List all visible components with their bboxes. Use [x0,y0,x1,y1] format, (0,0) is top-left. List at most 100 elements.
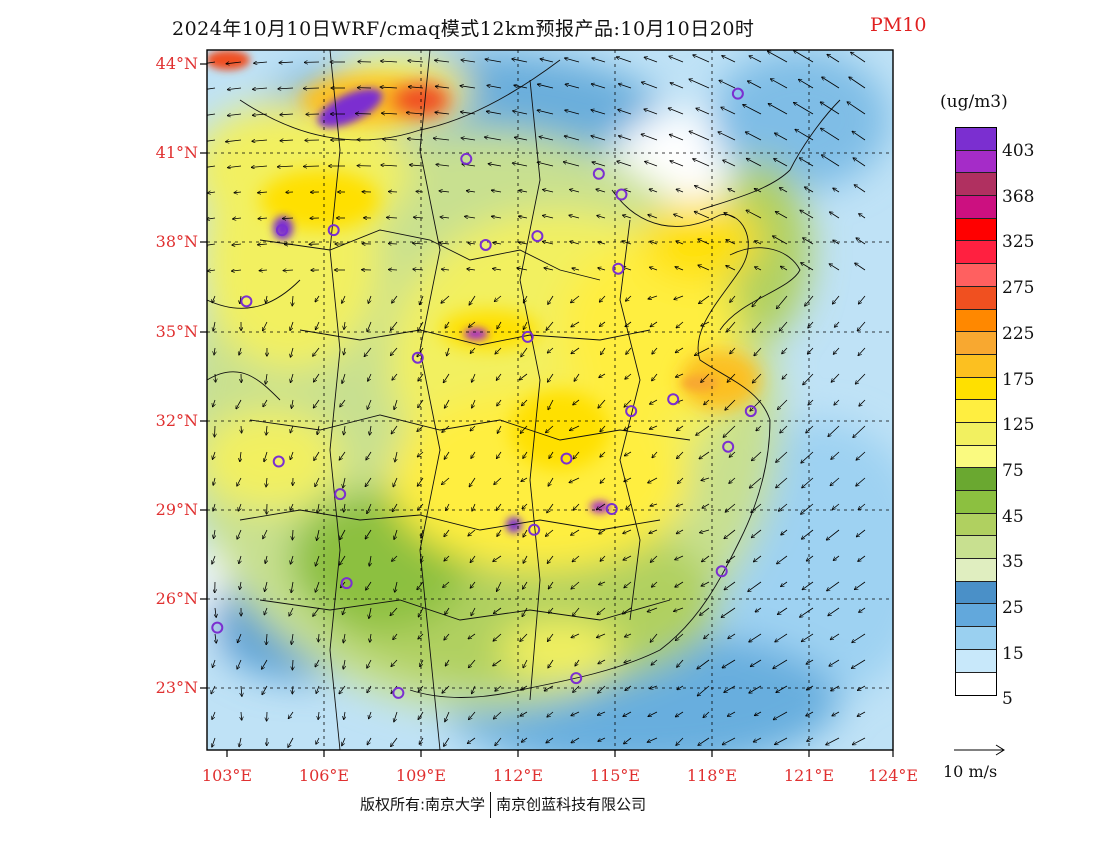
wind-vector [282,218,294,219]
wind-vector [591,110,606,115]
wind-vector [277,166,294,167]
lon-label-112: 112°E [492,766,544,785]
wind-vector [726,555,736,562]
wind-vector [853,158,866,167]
wind-vector [466,191,476,192]
wind-vector [572,607,580,616]
wind-vector [776,477,788,488]
lon-label-115: 115°E [589,766,641,785]
wind-vector [749,633,762,642]
wind-vector [856,477,866,486]
wind-vector [394,529,398,540]
wind-vector [753,737,762,742]
wind-vector [520,711,528,716]
wind-vector [251,166,268,167]
hotspots [207,50,718,533]
wind-vector [755,267,762,271]
wind-vector [722,659,736,668]
wind-vector [418,633,424,639]
wind-vector [234,192,242,193]
wind-vector [339,451,346,460]
wind-vector [781,529,788,535]
colorbar-label: 5 [1002,689,1013,710]
wind-vector [856,451,866,460]
wind-vector [344,711,345,720]
wind-vector [675,373,684,377]
wind-vector [696,425,710,435]
colorbar-swatch [956,672,996,696]
wind-vector [852,737,866,745]
wind-vector [543,190,554,193]
wind-vector [780,266,788,271]
wind-vector [598,399,606,408]
lat-label-32: 32°N [155,411,198,430]
wind-vector [266,425,267,435]
wind-vector [677,451,684,459]
city-marker [211,621,224,634]
wind-vector [704,399,710,405]
wind-vector [318,633,319,642]
wind-vector [544,685,554,691]
city-marker [744,405,757,418]
wind-vector [212,659,215,668]
wind-vector [849,77,866,89]
wind-vector [237,529,242,539]
wind-vector [213,399,215,407]
wind-vector [546,737,554,743]
colorbar-swatch [956,332,996,355]
wind-vector [265,555,267,564]
wind-vector [802,581,814,590]
wind-vector [702,555,710,562]
wind-vector [676,189,684,192]
wind-vector [523,451,528,458]
wind-vector [854,581,866,590]
wind-vector [549,451,554,459]
lon-label-124: 124°E [867,766,919,785]
wind-vector [472,373,476,382]
wind-vector [391,659,398,667]
wind-vector [291,581,293,593]
wind-vector [419,737,424,744]
wind-vector [317,529,320,541]
wind-vector [254,62,268,63]
wind-vector [461,138,476,140]
wind-vector [394,711,398,722]
colorbar-swatch [956,218,996,242]
wind-vector [303,166,320,167]
wind-vector [571,711,580,716]
wind-vector [597,711,606,715]
wind-vector [460,112,476,115]
wind-vector [303,88,320,89]
wind-vector [239,347,241,355]
wind-vector [851,52,866,63]
wind-vector [342,295,346,303]
wind-vector [548,659,554,668]
wind-vector [755,607,762,612]
wind-vector [859,607,866,612]
wind-vector [623,529,632,534]
wind-vector [392,373,398,380]
wind-vector [652,373,658,381]
wind-vector [649,425,658,429]
wind-vector [569,215,580,219]
wind-vector [751,529,762,538]
wind-vector [406,113,424,115]
wind-vector [241,711,242,720]
wind-vector [207,165,216,168]
city-marker [275,224,288,237]
wind-vector [291,399,293,408]
wind-vector [472,399,476,408]
map-frame [206,49,894,751]
wind-vector [675,267,684,271]
wind-vector [408,61,424,62]
wind-vector [726,240,736,245]
wind-vector [833,555,840,560]
wind-vector [469,321,476,327]
wind-vector [441,269,450,270]
wind-vector [652,451,658,458]
lat-label-26: 26°N [155,589,198,608]
wind-vector [752,321,762,332]
wind-vector [641,82,658,89]
city-marker [411,351,424,364]
wind-vector [768,104,788,115]
